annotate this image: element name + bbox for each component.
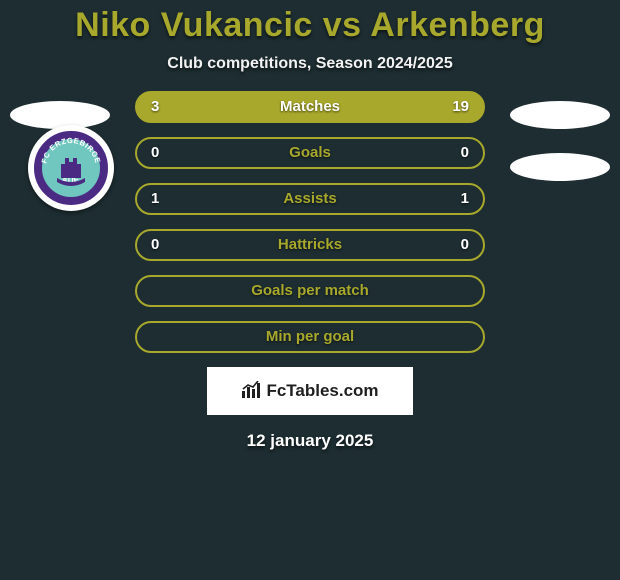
stat-left-value: 0 (151, 231, 159, 259)
player-a-name: Niko Vukancic (75, 6, 313, 44)
footer-date: 12 january 2025 (0, 431, 620, 451)
stat-right-value: 19 (452, 93, 469, 121)
watermark-chart-icon (241, 381, 263, 399)
stat-row: 3 Matches 19 (135, 91, 485, 123)
subtitle: Club competitions, Season 2024/2025 (0, 55, 620, 73)
stats-table: 3 Matches 19 0 Goals 0 1 Assists 1 0 Hattricks 0 Goa… (0, 91, 620, 353)
vs-separator: vs (323, 6, 371, 44)
stat-left-value: 1 (151, 185, 159, 213)
stat-row: Goals per match (135, 275, 485, 307)
stat-row: Min per goal (135, 321, 485, 353)
watermark: FcTables.com (207, 367, 413, 415)
stat-row: 1 Assists 1 (135, 183, 485, 215)
stat-right-value: 0 (461, 231, 469, 259)
stat-label: Goals (289, 144, 331, 161)
watermark-text: FcTables.com (266, 381, 378, 400)
stat-right-value: 0 (461, 139, 469, 167)
stat-left-value: 0 (151, 139, 159, 167)
stat-label: Goals per match (251, 282, 369, 299)
stat-right-value: 1 (461, 185, 469, 213)
stat-row: 0 Hattricks 0 (135, 229, 485, 261)
player-b-name: Arkenberg (370, 6, 545, 44)
stat-label: Hattricks (278, 236, 342, 253)
stat-label: Min per goal (266, 328, 354, 345)
stat-label: Matches (280, 98, 340, 115)
stat-row: 0 Goals 0 (135, 137, 485, 169)
stat-label: Assists (283, 190, 336, 207)
stat-left-value: 3 (151, 93, 159, 121)
page-title: Niko Vukancic vs Arkenberg (0, 6, 620, 45)
